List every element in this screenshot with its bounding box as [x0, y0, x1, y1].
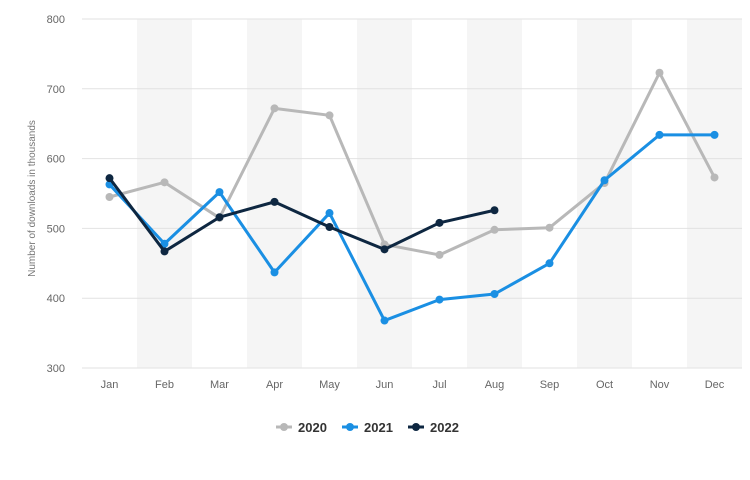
legend-swatch-marker	[346, 423, 354, 431]
data-point-2021-aug[interactable]	[490, 290, 499, 299]
band-dec	[687, 19, 742, 368]
data-point-2020-dec[interactable]	[710, 173, 719, 182]
data-point-2021-nov[interactable]	[655, 130, 664, 139]
legend-item-2020[interactable]: 2020	[276, 420, 327, 435]
x-tick-label: Dec	[705, 379, 725, 391]
x-tick-label: Mar	[210, 379, 229, 391]
series-2022	[105, 174, 499, 256]
series-line-2020	[109, 71, 716, 257]
x-axis-tick-labels: Jan Feb Mar Apr May Jun Jul Aug Sep Oct Nov Dec	[101, 379, 725, 391]
x-tick-label: May	[319, 379, 340, 391]
data-point-2020-jan[interactable]	[105, 192, 114, 201]
data-point-2021-dec[interactable]	[710, 130, 719, 139]
x-tick-label: Feb	[155, 379, 174, 391]
y-tick-label: 800	[47, 14, 65, 26]
data-point-2022-jan[interactable]	[105, 174, 114, 183]
y-axis-tick-labels: 300 400 500 600 700 800	[47, 14, 65, 375]
data-point-2020-sep[interactable]	[545, 223, 554, 232]
series-2021	[105, 130, 719, 325]
legend-label: 2022	[430, 420, 459, 435]
legend-item-2021[interactable]: 2021	[342, 420, 393, 435]
y-tick-label: 300	[47, 363, 65, 375]
gridlines	[82, 18, 742, 369]
series-lines	[105, 68, 719, 325]
band-aug	[467, 19, 522, 368]
data-point-2022-apr[interactable]	[270, 197, 279, 206]
data-point-2022-jun[interactable]	[380, 245, 389, 254]
y-tick-label: 500	[47, 223, 65, 235]
data-point-2022-aug[interactable]	[490, 206, 499, 215]
x-tick-label: Aug	[485, 379, 505, 391]
data-point-2022-feb[interactable]	[160, 247, 169, 256]
legend-label: 2021	[364, 420, 393, 435]
x-tick-label: Jun	[376, 379, 394, 391]
data-point-2021-oct[interactable]	[600, 176, 609, 185]
y-tick-label: 700	[47, 84, 65, 96]
data-point-2020-jul[interactable]	[435, 250, 444, 259]
data-point-2022-may[interactable]	[325, 223, 334, 232]
data-point-2021-feb[interactable]	[160, 239, 169, 248]
legend-swatch-marker	[412, 423, 420, 431]
series-line-2022	[108, 177, 495, 253]
y-tick-label: 600	[47, 154, 65, 166]
legend-swatch-marker	[280, 423, 288, 431]
x-tick-label: Jan	[101, 379, 119, 391]
data-point-2021-sep[interactable]	[545, 259, 554, 268]
data-point-2021-jun[interactable]	[380, 316, 389, 325]
legend-label: 2020	[298, 420, 327, 435]
data-point-2022-mar[interactable]	[215, 213, 224, 222]
data-point-2020-apr[interactable]	[270, 104, 279, 113]
data-point-2021-mar[interactable]	[215, 188, 224, 197]
data-point-2020-nov[interactable]	[655, 68, 664, 77]
y-axis-title: Number of downloads in thousands	[27, 120, 38, 277]
x-tick-label: Oct	[596, 379, 613, 391]
x-tick-label: Jul	[432, 379, 446, 391]
data-point-2021-apr[interactable]	[270, 268, 279, 277]
data-point-2020-may[interactable]	[325, 111, 334, 120]
data-point-2021-may[interactable]	[325, 209, 334, 218]
band-apr	[247, 19, 302, 368]
band-oct	[577, 19, 632, 368]
x-tick-label: Apr	[266, 379, 283, 391]
column-bands	[137, 19, 742, 368]
band-jun	[357, 19, 412, 368]
legend-item-2022[interactable]: 2022	[408, 420, 459, 435]
data-point-2022-jul[interactable]	[435, 218, 444, 227]
data-point-2020-feb[interactable]	[160, 178, 169, 187]
data-point-2021-jul[interactable]	[435, 295, 444, 304]
x-tick-label: Sep	[540, 379, 560, 391]
data-point-2020-aug[interactable]	[490, 225, 499, 234]
y-tick-label: 400	[47, 293, 65, 305]
x-tick-label: Nov	[650, 379, 670, 391]
legend[interactable]: 2020 2021 2022	[276, 420, 459, 435]
series-line-2021	[108, 133, 715, 323]
